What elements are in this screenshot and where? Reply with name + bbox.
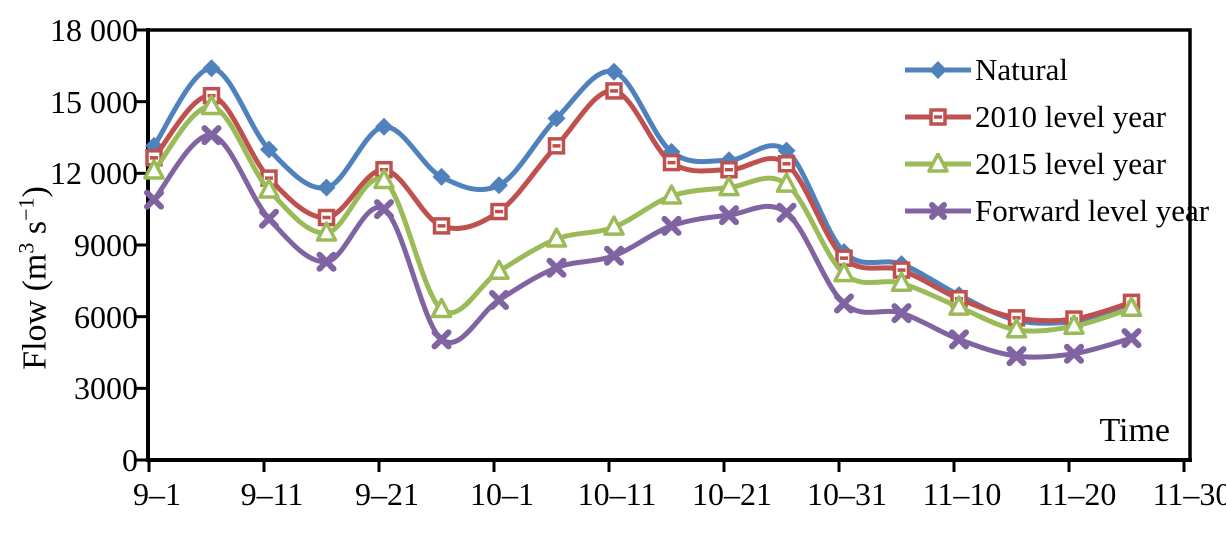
2010-series-marker-icon (905, 107, 971, 126)
data-point-marker (259, 208, 279, 229)
x-tick-label: 9–11 (240, 476, 304, 512)
x-tick-label: 10–31 (807, 476, 887, 512)
legend-label-2010: 2010 level year (975, 98, 1167, 134)
data-point-marker (317, 178, 336, 197)
x-tick-label: 9–1 (133, 476, 181, 512)
data-point-marker (375, 117, 393, 136)
data-point-marker (834, 293, 854, 314)
y-tick-label: 12 000 (50, 155, 138, 192)
data-point-marker (374, 199, 394, 220)
data-point-marker (201, 125, 222, 146)
data-point-marker (1064, 343, 1084, 364)
x-tick-label: 10–11 (577, 476, 657, 512)
y-tick-label: 0 (122, 442, 138, 478)
data-point-marker (432, 167, 451, 186)
data-point-marker (200, 94, 223, 116)
data-point-marker (927, 152, 949, 173)
data-point-marker (1005, 318, 1028, 339)
data-point-marker (929, 201, 947, 220)
data-point-marker (605, 62, 623, 81)
data-point-marker (430, 297, 453, 319)
data-point-marker (891, 303, 912, 324)
data-point-marker (1006, 346, 1027, 367)
y-tick-label: 6000 (74, 298, 138, 335)
2015-series-marker-icon (905, 152, 971, 173)
data-point-marker (488, 259, 510, 281)
y-tick-label: 15 000 (50, 83, 138, 120)
data-point-marker (1120, 296, 1143, 318)
data-point-marker (604, 245, 624, 266)
data-point-marker (776, 202, 797, 223)
series-2015-level-year (143, 94, 1143, 339)
data-point-marker (202, 59, 221, 78)
y-axis-title-sup: −1 (13, 197, 39, 221)
x-tick-label: 9–21 (355, 476, 419, 512)
data-point-marker (890, 271, 913, 292)
data-point-marker (1121, 328, 1142, 349)
y-tick-label: 18 000 (50, 12, 138, 48)
data-point-marker (260, 140, 278, 159)
data-point-marker (547, 109, 566, 128)
forward-series-marker-icon (905, 201, 971, 220)
x-tick-label: 10–21 (692, 476, 772, 512)
data-point-marker (143, 159, 165, 180)
legend-item-2010-level-year: 2010 level year (903, 93, 1209, 140)
y-tick-label: 9000 (74, 227, 138, 263)
data-point-marker (949, 329, 969, 350)
series-line (151, 65, 1134, 326)
data-point-marker (490, 176, 508, 195)
data-point-marker (719, 205, 739, 226)
data-point-marker (929, 60, 947, 79)
legend: Natural 2010 level year 2015 level year … (903, 46, 1209, 234)
x-tick-label: 11–20 (1037, 476, 1117, 512)
y-tick-label: 3000 (74, 370, 138, 407)
x-tick-label: 10–1 (470, 476, 534, 512)
legend-label-2015: 2015 level year (975, 145, 1167, 181)
data-point-marker (775, 172, 798, 193)
data-point-marker (431, 329, 452, 350)
x-tick-label: 11–30 (1152, 476, 1226, 512)
data-point-marker (546, 257, 567, 278)
y-axis-title: Flow (m3 s−1) (13, 186, 54, 370)
data-point-marker (545, 227, 568, 248)
data-point-marker (833, 261, 855, 283)
data-point-marker (258, 178, 280, 199)
series-forward-level-year (144, 125, 1142, 367)
data-point-marker (1063, 314, 1085, 335)
x-axis-title: Time (1099, 412, 1170, 449)
x-tick-label: 11–10 (922, 476, 1002, 512)
legend-label-forward: Forward level year (975, 192, 1210, 228)
data-point-marker (661, 215, 682, 236)
data-point-marker (144, 189, 164, 210)
legend-item-2015-level-year: 2015 level year (903, 140, 1209, 187)
natural-series-marker-icon (905, 60, 971, 79)
data-point-marker (489, 289, 509, 310)
data-point-marker (948, 295, 970, 316)
data-point-marker (316, 251, 337, 272)
data-point-marker (315, 221, 338, 242)
data-point-marker (373, 168, 395, 190)
data-point-marker (718, 175, 740, 197)
data-point-marker (660, 184, 683, 205)
plot-border (148, 28, 1192, 460)
legend-item-forward-level-year: Forward level year (903, 187, 1209, 234)
legend-item-natural: Natural (903, 46, 1209, 93)
legend-label-natural: Natural (975, 51, 1068, 87)
data-point-marker (603, 215, 625, 236)
